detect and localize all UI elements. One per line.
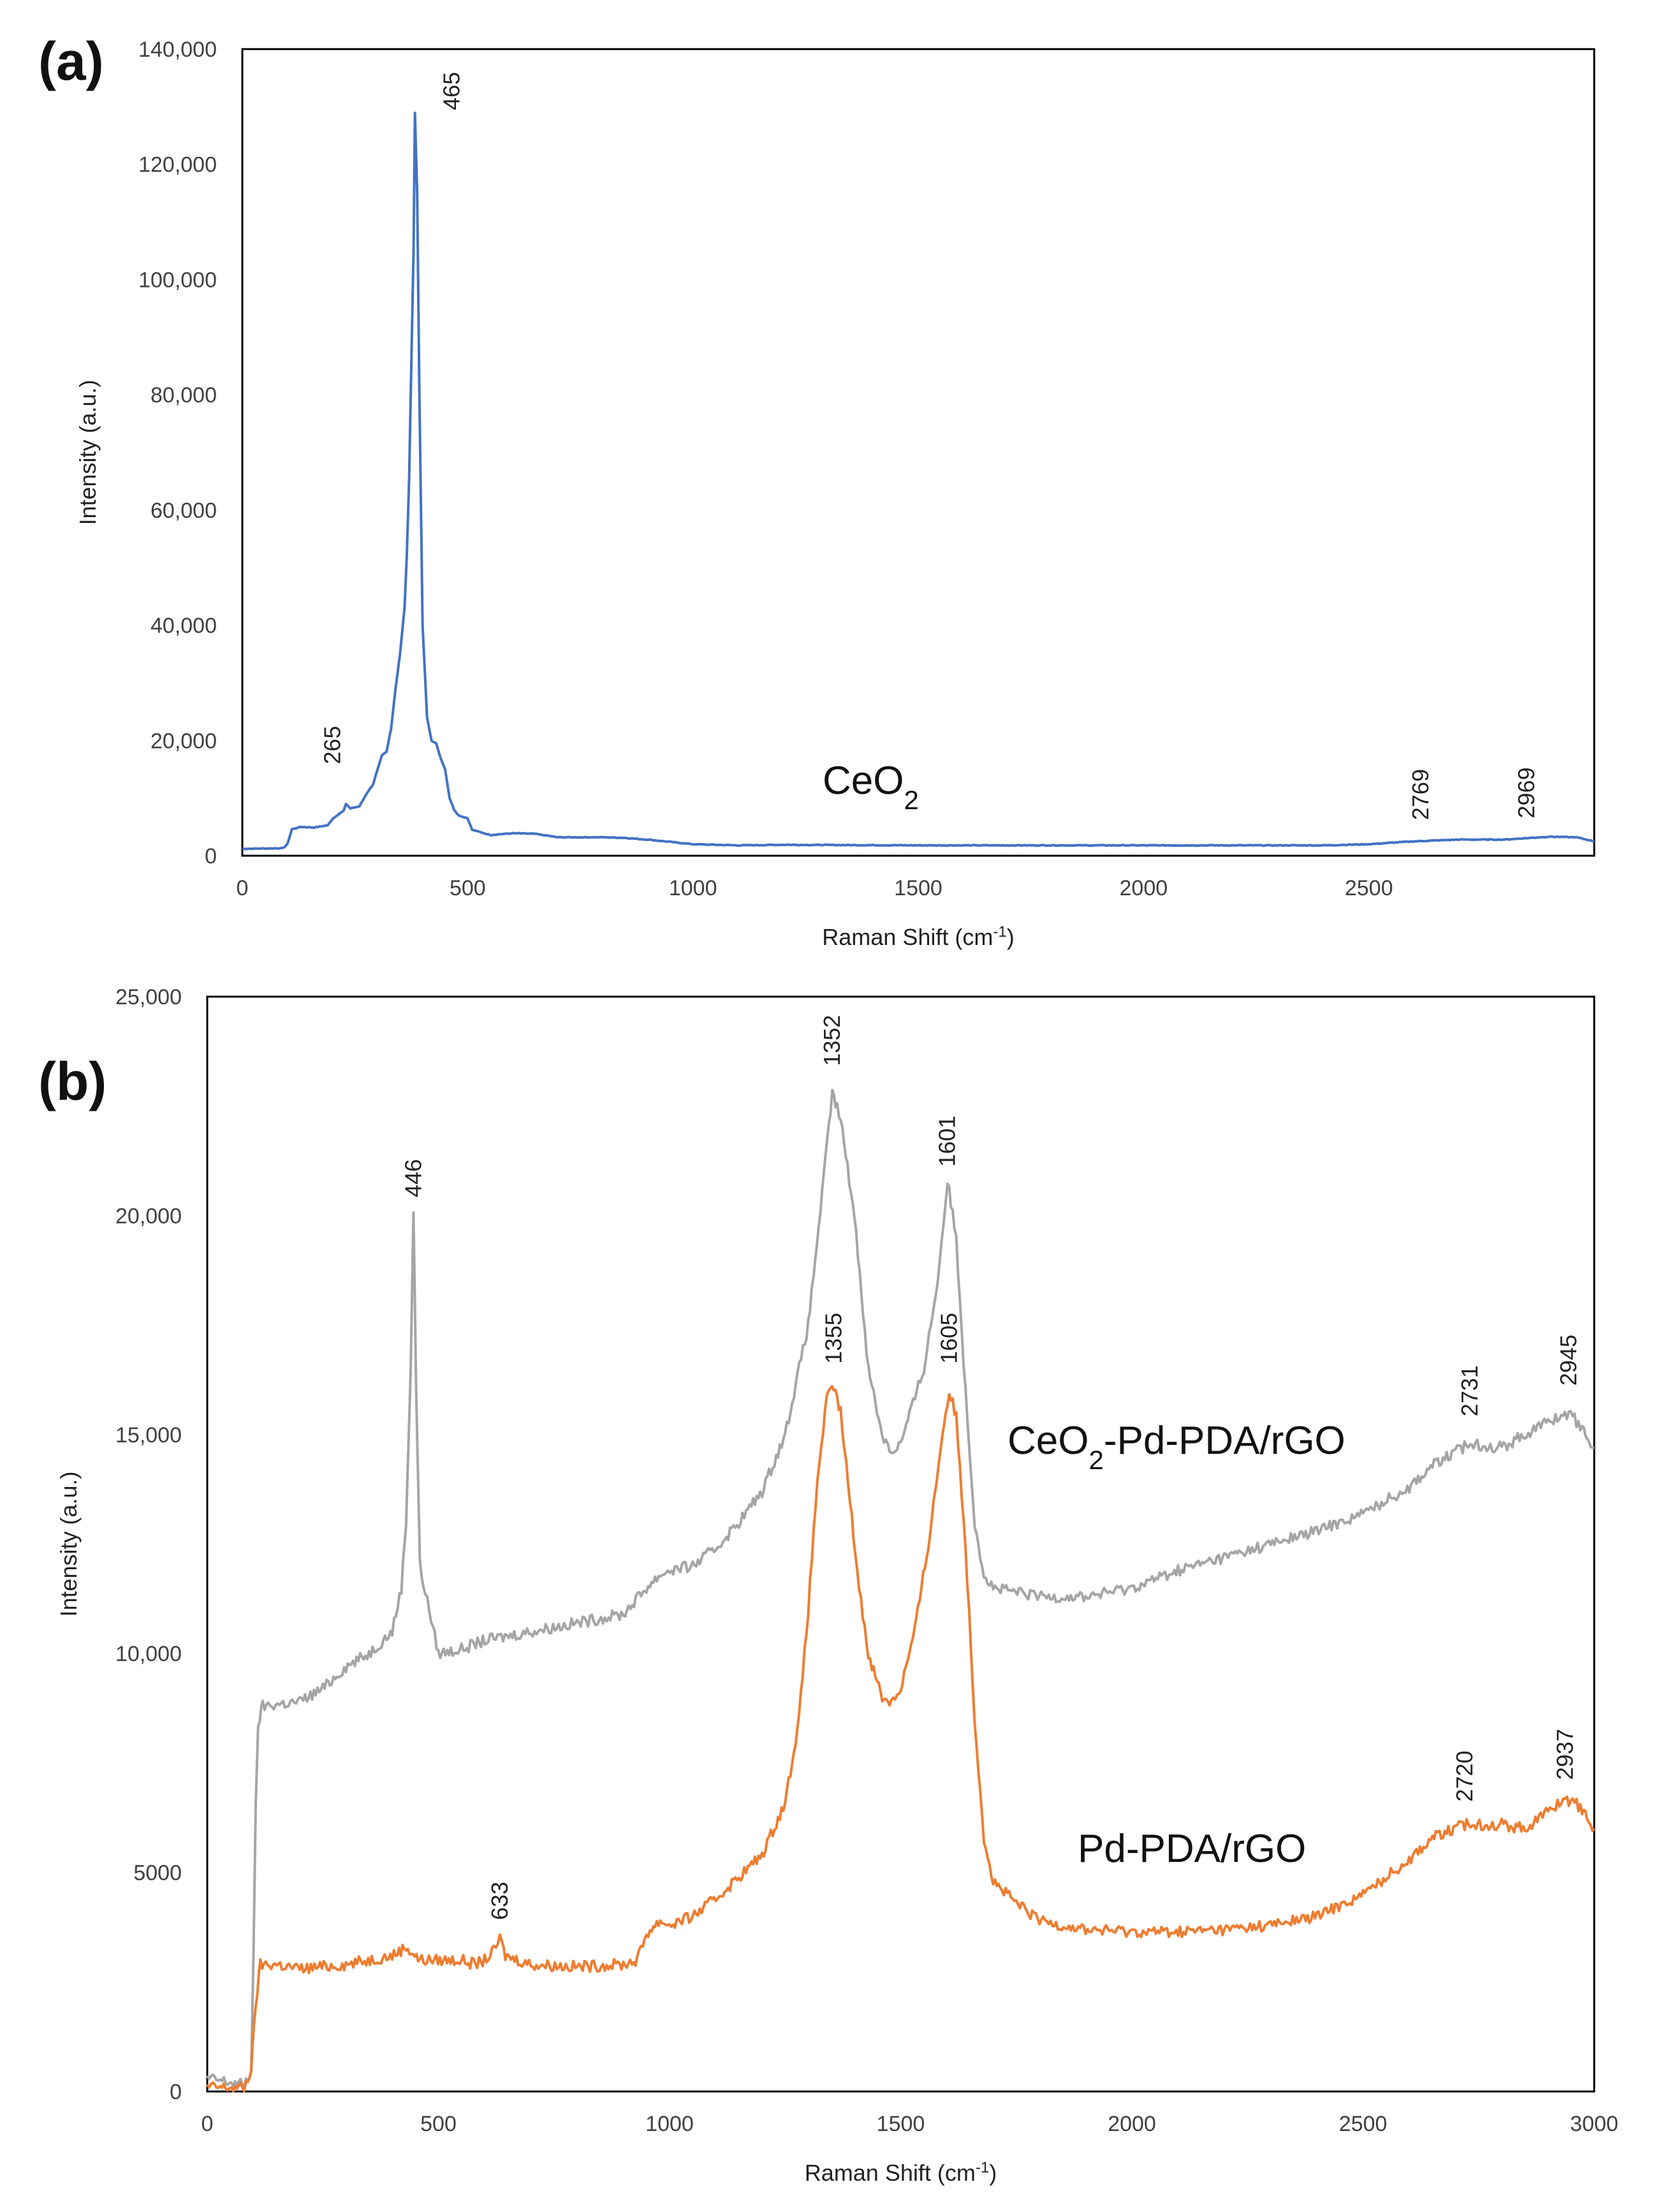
x-tick-label: 2500: [1345, 876, 1393, 900]
x-tick-label: 500: [450, 876, 486, 900]
y-tick-label: 25,000: [115, 985, 182, 1009]
peak-label: 1601: [934, 1116, 960, 1167]
series-label-ceo2-pd-pda-rgo: CeO2-Pd-PDA/rGO: [1008, 1419, 1346, 1475]
series-line: [206, 1088, 1595, 2090]
y-tick-label: 0: [170, 2080, 182, 2104]
x-tick-label: 2000: [1108, 2112, 1156, 2136]
peak-label: 2731: [1456, 1365, 1483, 1416]
peak-label: 2945: [1555, 1335, 1581, 1386]
y-tick-label: 0: [205, 844, 217, 868]
x-axis-label-a: Raman Shift (cm-1): [822, 923, 1014, 951]
series-line: [242, 111, 1595, 851]
y-axis-label-a: Intensity (a.u.): [75, 379, 101, 525]
peak-label: 2937: [1551, 1729, 1578, 1780]
peak-label: 1605: [936, 1313, 962, 1364]
peak-label: 1352: [819, 1015, 845, 1066]
x-tick-label: 0: [237, 876, 249, 900]
x-tick-label: 1000: [669, 876, 717, 900]
peak-label: 1355: [820, 1313, 846, 1364]
peak-labels-a: 465 265 2769 2969: [319, 72, 1539, 820]
peak-label: 2969: [1513, 767, 1539, 818]
y-tick-label: 80,000: [150, 383, 217, 407]
y-tick-label: 20,000: [115, 1204, 182, 1228]
y-tick-label: 40,000: [150, 614, 217, 638]
series-label-pd-pda-rgo: Pd-PDA/rGO: [1078, 1827, 1306, 1871]
y-tick-label: 20,000: [150, 729, 217, 753]
panel-label-a: (a): [38, 31, 104, 91]
x-tick-label: 1500: [894, 876, 942, 900]
x-tick-label: 1500: [877, 2112, 925, 2136]
y-tick-label: 5000: [133, 1861, 182, 1886]
series-group-b: [206, 1088, 1595, 2093]
x-tick-label: 500: [420, 2112, 457, 2136]
x-axis-b: 0 500 1000 1500 2000 2500 3000: [202, 2112, 1618, 2136]
peak-label: 265: [319, 726, 345, 764]
x-tick-label: 3000: [1570, 2112, 1618, 2136]
peak-label: 633: [487, 1882, 513, 1920]
x-axis-a: 0 500 1000 1500 2000 2500: [237, 876, 1393, 900]
panel-label-b: (b): [38, 1051, 106, 1111]
y-tick-label: 60,000: [150, 499, 217, 523]
peak-label: 2769: [1407, 769, 1434, 820]
y-axis-b: 0 5000 10,000 15,000 20,000 25,000: [115, 985, 182, 2104]
y-axis-a: 0 20,000 40,000 60,000 80,000 100,000 120,000 1…: [138, 38, 217, 868]
x-tick-label: 2000: [1120, 876, 1168, 900]
series-group-a: [242, 111, 1595, 851]
x-axis-label-b: Raman Shift (cm-1): [805, 2159, 997, 2186]
panel-b: (b) 0 5000 10,000 15,000 20,000 25,000 0 500 10…: [38, 985, 1618, 2186]
y-tick-label: 120,000: [138, 153, 217, 177]
peak-label: 465: [439, 72, 465, 110]
x-tick-label: 2500: [1339, 2112, 1388, 2136]
y-tick-label: 100,000: [138, 268, 217, 292]
panel-a: (a) 0 20,000 40,000 60,000 80,000 100,000 120,…: [38, 31, 1595, 951]
y-tick-label: 10,000: [115, 1642, 182, 1666]
plot-area-b: [206, 995, 1595, 2093]
y-axis-label-b: Intensity (a.u.): [55, 1471, 82, 1616]
peak-labels-b: 446 1352 1601 1355 1605 2731 2945 633 2720 2937: [400, 1015, 1581, 1920]
x-tick-label: 0: [202, 2112, 214, 2136]
y-tick-label: 140,000: [138, 38, 217, 62]
y-tick-label: 15,000: [115, 1423, 182, 1447]
peak-label: 446: [400, 1159, 426, 1198]
plot-area-a: [241, 48, 1595, 857]
peak-label: 2720: [1451, 1750, 1478, 1801]
series-line: [206, 1384, 1595, 2093]
series-label-ceo2: CeO2: [823, 759, 919, 815]
x-tick-label: 1000: [645, 2112, 694, 2136]
